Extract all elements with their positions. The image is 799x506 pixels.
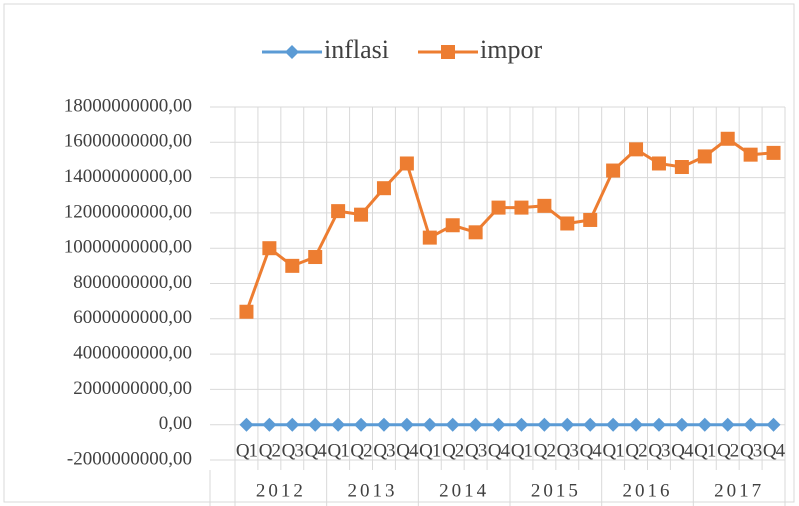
y-tick-label: 6000000000,00 xyxy=(73,307,192,328)
y-tick-label: 16000000000,00 xyxy=(64,131,192,152)
legend-marker xyxy=(441,45,455,59)
data-point xyxy=(399,156,414,171)
legend-label: impor xyxy=(480,35,542,64)
x-tick-label: Q3 xyxy=(648,440,670,461)
data-point xyxy=(537,417,552,432)
data-point xyxy=(376,181,391,196)
year-label: 2012 xyxy=(256,480,306,501)
legend-label: inflasi xyxy=(324,35,389,64)
x-tick-label: Q1 xyxy=(511,440,533,461)
x-tick-label: Q3 xyxy=(465,440,487,461)
data-point xyxy=(285,258,300,273)
data-point xyxy=(239,417,254,432)
legend-marker xyxy=(285,45,299,59)
x-tick-label: Q2 xyxy=(442,440,464,461)
data-point xyxy=(491,417,506,432)
data-point xyxy=(491,200,506,215)
y-tick-label: 14000000000,00 xyxy=(64,166,192,187)
x-tick-label: Q1 xyxy=(328,440,350,461)
x-tick-label: Q3 xyxy=(373,440,395,461)
x-tick-label: Q4 xyxy=(763,440,786,461)
data-point xyxy=(674,417,689,432)
chart-border xyxy=(3,3,795,503)
data-point xyxy=(285,417,300,432)
y-tick-label: 8000000000,00 xyxy=(73,272,192,293)
data-point xyxy=(308,250,323,265)
x-tick-label: Q2 xyxy=(534,440,556,461)
data-point xyxy=(720,417,735,432)
year-label: 2015 xyxy=(531,480,581,501)
data-point xyxy=(629,417,644,432)
data-point xyxy=(560,417,575,432)
year-label: 2016 xyxy=(623,480,673,501)
x-tick-label: Q1 xyxy=(236,440,258,461)
data-point xyxy=(629,142,644,157)
x-tick-label: Q1 xyxy=(603,440,625,461)
data-point xyxy=(422,230,437,245)
data-point xyxy=(766,417,781,432)
x-tick-label: Q2 xyxy=(350,440,372,461)
x-tick-label: Q2 xyxy=(259,440,281,461)
data-point xyxy=(422,417,437,432)
data-point xyxy=(399,417,414,432)
year-label: 2017 xyxy=(714,480,764,501)
year-label: 2013 xyxy=(348,480,398,501)
x-tick-label: Q2 xyxy=(717,440,739,461)
data-point xyxy=(262,417,277,432)
data-point xyxy=(743,417,758,432)
x-tick-label: Q3 xyxy=(740,440,762,461)
data-point xyxy=(514,200,529,215)
data-point xyxy=(331,417,346,432)
x-tick-label: Q1 xyxy=(419,440,441,461)
x-tick-label: Q4 xyxy=(671,440,694,461)
y-tick-label: 12000000000,00 xyxy=(64,201,192,222)
x-tick-label: Q4 xyxy=(305,440,328,461)
data-point xyxy=(376,417,391,432)
x-tick-label: Q3 xyxy=(557,440,579,461)
y-tick-label: -2000000000,00 xyxy=(67,448,192,469)
x-tick-label: Q4 xyxy=(580,440,603,461)
x-tick-label: Q2 xyxy=(625,440,647,461)
data-point xyxy=(331,204,346,219)
y-tick-label: 18000000000,00 xyxy=(64,95,192,116)
x-tick-label: Q4 xyxy=(396,440,419,461)
data-point xyxy=(537,198,552,213)
data-point xyxy=(697,417,712,432)
data-point xyxy=(239,304,254,319)
data-point xyxy=(766,145,781,160)
x-tick-label: Q3 xyxy=(282,440,304,461)
data-point xyxy=(606,163,621,178)
data-point xyxy=(445,417,460,432)
y-tick-label: 10000000000,00 xyxy=(64,237,192,258)
data-point xyxy=(354,417,369,432)
data-point xyxy=(674,160,689,175)
data-point xyxy=(606,417,621,432)
data-point xyxy=(697,149,712,164)
y-tick-label: 4000000000,00 xyxy=(73,342,192,363)
x-tick-label: Q4 xyxy=(488,440,511,461)
data-point xyxy=(514,417,529,432)
data-point xyxy=(583,212,598,227)
data-point xyxy=(354,207,369,222)
data-point xyxy=(445,218,460,233)
data-point xyxy=(743,147,758,162)
data-point xyxy=(560,216,575,231)
y-tick-label: 0,00 xyxy=(159,413,192,434)
data-point xyxy=(468,225,483,240)
data-point xyxy=(720,131,735,146)
data-point xyxy=(651,156,666,171)
x-tick-label: Q1 xyxy=(694,440,716,461)
year-label: 2014 xyxy=(439,480,489,501)
data-point xyxy=(468,417,483,432)
data-point xyxy=(583,417,598,432)
y-tick-label: 2000000000,00 xyxy=(73,378,192,399)
data-point xyxy=(308,417,323,432)
data-point xyxy=(651,417,666,432)
data-point xyxy=(262,241,277,256)
